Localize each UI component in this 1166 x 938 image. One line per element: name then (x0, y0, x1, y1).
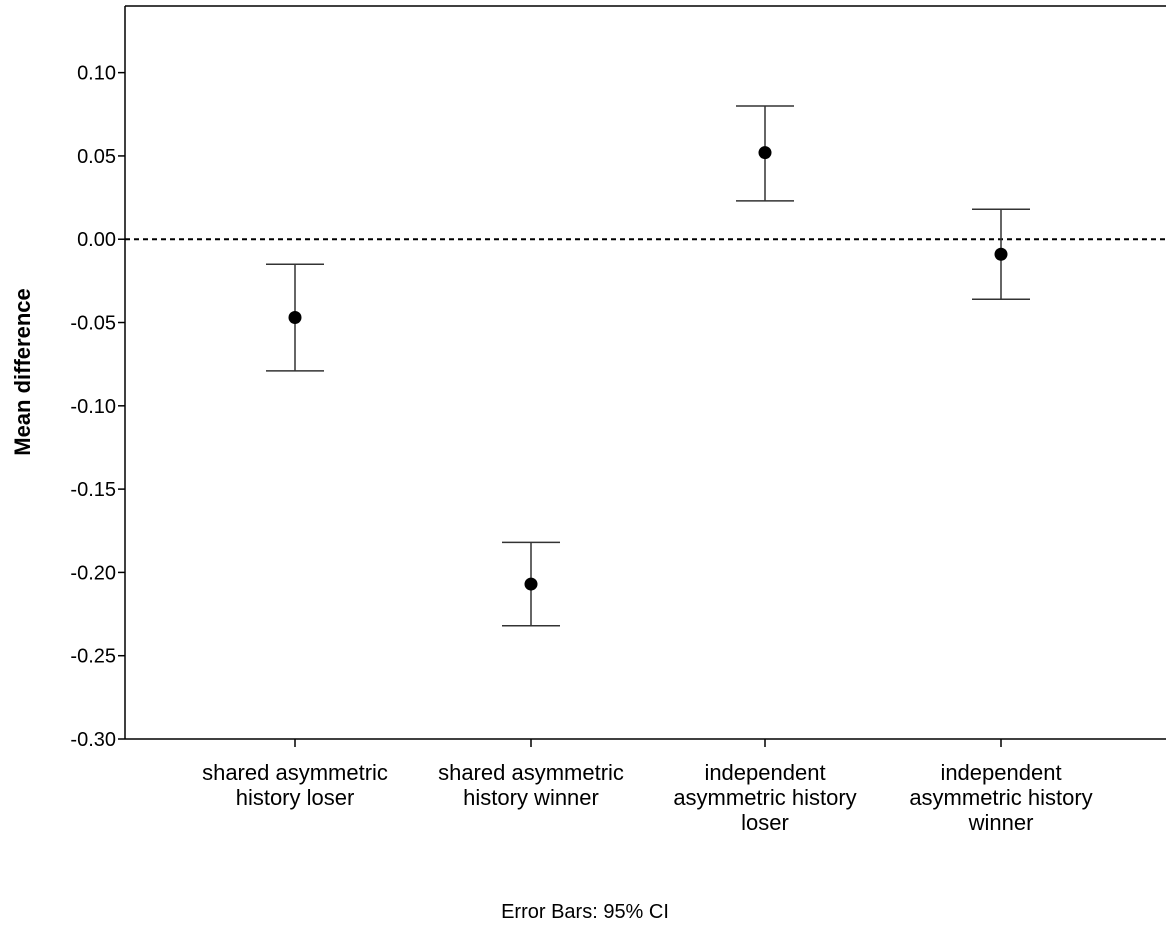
y-tick-label: -0.25 (70, 646, 116, 668)
y-tick-label: -0.05 (70, 313, 116, 335)
mean-point (288, 311, 302, 325)
error-bars (266, 105, 1030, 627)
x-category-label: shared asymmetric history winner (438, 760, 624, 810)
y-tick-label: -0.15 (70, 479, 116, 501)
x-category-label: shared asymmetric history loser (202, 760, 388, 810)
mean-point (524, 577, 538, 591)
mean-points (288, 146, 1008, 591)
x-category-label-line: history loser (236, 785, 355, 810)
y-tick-label: 0.00 (77, 229, 116, 251)
x-category-label-line: winner (968, 810, 1034, 835)
y-tick-label: 0.05 (77, 146, 116, 168)
x-category-label-line: asymmetric history (909, 785, 1092, 810)
x-category-label-line: shared asymmetric (202, 760, 388, 785)
y-tick-label: 0.10 (77, 63, 116, 85)
y-tick-label: -0.30 (70, 729, 116, 751)
x-category-label: independent asymmetric history winner (909, 760, 1092, 835)
mean-point (758, 146, 772, 160)
y-tick-label: -0.20 (70, 562, 116, 584)
x-category-label-line: independent (704, 760, 825, 785)
x-category-label-line: shared asymmetric (438, 760, 624, 785)
x-category-label-line: independent (940, 760, 1061, 785)
y-axis-title: Mean difference (10, 288, 35, 456)
x-category-label: independent asymmetric history loser (673, 760, 856, 835)
x-category-label-line: loser (741, 810, 789, 835)
x-category-label-line: history winner (463, 785, 599, 810)
error-bars-footnote: Error Bars: 95% CI (501, 901, 669, 923)
y-axis: 0.10 0.05 0.00 -0.05 -0.10 -0.15 -0.20 -0.25 -0.… (70, 63, 125, 751)
mean-point (994, 247, 1008, 261)
plot-frame (124, 5, 1166, 740)
x-category-label-line: asymmetric history (673, 785, 856, 810)
y-tick-label: -0.10 (70, 396, 116, 418)
